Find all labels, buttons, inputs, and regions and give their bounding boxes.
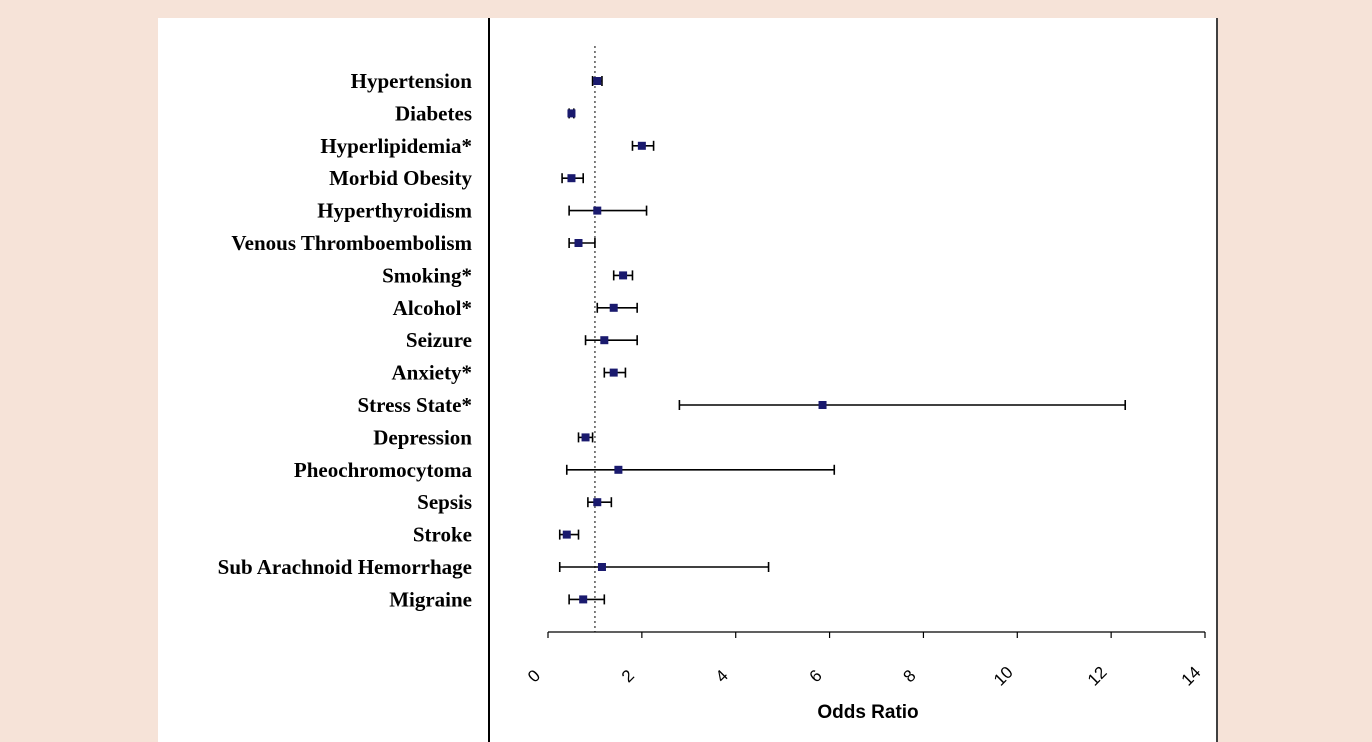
forest-row: Sepsis <box>417 490 613 514</box>
forest-row: Morbid Obesity <box>329 166 584 190</box>
row-label: Sepsis <box>417 490 472 514</box>
estimate-marker <box>567 174 576 183</box>
forest-row: Hyperlipidemia* <box>320 134 655 158</box>
row-label: Stroke <box>413 523 472 547</box>
row-label: Hypertension <box>351 69 473 93</box>
estimate-marker <box>600 336 609 345</box>
estimate-marker <box>609 368 618 377</box>
x-tick-label: 10 <box>990 663 1017 690</box>
estimate-marker <box>609 303 618 312</box>
forest-row: Anxiety* <box>392 361 627 385</box>
estimate-marker <box>614 465 623 474</box>
estimate-marker <box>581 433 590 442</box>
row-label: Morbid Obesity <box>329 166 472 190</box>
forest-row: Hypertension <box>351 69 603 93</box>
row-label: Alcohol* <box>393 296 472 320</box>
estimate-marker <box>619 271 628 280</box>
x-tick-label: 0 <box>524 666 544 686</box>
row-label: Anxiety* <box>392 361 473 385</box>
x-tick-label: 4 <box>712 666 732 686</box>
forest-row: Diabetes <box>395 101 576 125</box>
estimate-marker <box>562 530 571 539</box>
row-label: Migraine <box>389 587 472 611</box>
x-axis-title: Odds Ratio <box>817 702 918 723</box>
estimate-marker <box>637 141 646 150</box>
forest-row: Alcohol* <box>393 296 638 320</box>
estimate-marker <box>597 563 606 571</box>
x-tick-label: 12 <box>1084 663 1111 690</box>
chart-panel <box>158 18 1218 742</box>
row-label: Hyperthyroidism <box>317 199 472 223</box>
forest-row: Sub Arachnoid Hemorrhage <box>218 555 770 579</box>
estimate-marker <box>579 595 588 604</box>
estimate-marker <box>567 109 576 118</box>
row-label: Venous Thromboembolism <box>231 231 472 255</box>
x-tick-label: 8 <box>899 666 919 686</box>
estimate-marker <box>593 77 602 85</box>
row-label: Seizure <box>406 328 472 352</box>
x-axis: 0 2 4 6 8 10 12 14 <box>524 631 1206 690</box>
row-label: Smoking* <box>382 263 472 287</box>
row-label: Hyperlipidemia* <box>320 134 472 158</box>
estimate-marker <box>574 239 583 247</box>
forest-row: Migraine <box>389 587 606 611</box>
row-label: Depression <box>373 425 472 449</box>
estimate-marker <box>818 401 827 409</box>
forest-row: Pheochromocytoma <box>294 458 836 482</box>
row-label: Diabetes <box>395 101 472 125</box>
estimate-marker <box>593 498 602 507</box>
x-tick-label: 6 <box>806 666 826 686</box>
estimate-marker <box>593 206 602 215</box>
x-tick-label: 14 <box>1178 663 1205 690</box>
forest-row: Depression <box>373 425 594 449</box>
forest-row: Hyperthyroidism <box>317 199 648 223</box>
row-label: Pheochromocytoma <box>294 458 473 482</box>
forest-rows: Hypertension Diabetes Hyperlipidemia* Morbi… <box>218 69 1127 611</box>
forest-row: Stress State* <box>357 393 1127 417</box>
x-tick-label: 2 <box>618 666 638 686</box>
row-label: Sub Arachnoid Hemorrhage <box>218 555 472 579</box>
forest-row: Stroke <box>413 523 580 547</box>
forest-row: Smoking* <box>382 263 634 287</box>
forest-row: Seizure <box>406 328 638 352</box>
forest-row: Venous Thromboembolism <box>231 231 596 255</box>
row-label: Stress State* <box>357 393 472 417</box>
